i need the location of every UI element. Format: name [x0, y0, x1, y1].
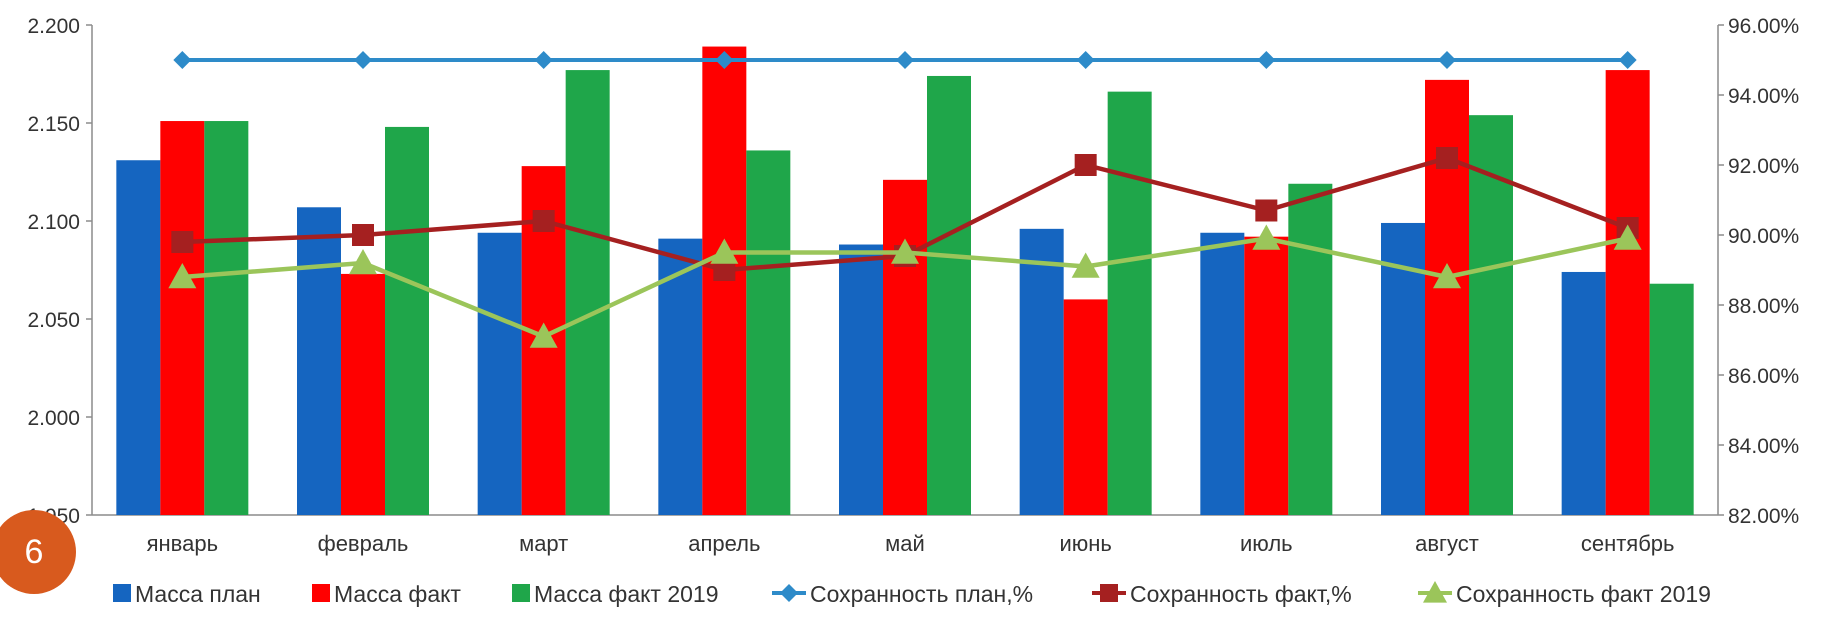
category-label: апрель	[688, 531, 760, 556]
point-safety-fact	[1074, 154, 1097, 176]
point-safety-plan	[1257, 51, 1276, 69]
legend-mass-fact-swatch	[312, 584, 330, 602]
right-tick-label: 86.00%	[1728, 365, 1799, 388]
legend-mass-fact-2019-label: Масса факт 2019	[534, 581, 719, 607]
right-axis-ticks: 82.00% 84.00% 86.00% 88.00% 90.00% 92.00% 94.0…	[1718, 15, 1799, 528]
point-safety-fact-2019	[529, 322, 558, 348]
point-safety-fact	[532, 210, 555, 232]
legend-safety-fact-2019-marker	[1423, 581, 1447, 603]
right-tick-label: 90.00%	[1728, 225, 1799, 248]
bar-mass-fact	[1063, 299, 1108, 515]
bar-mass-plan	[1200, 232, 1245, 515]
bars	[116, 46, 1694, 516]
point-safety-fact-2019	[1433, 263, 1461, 289]
point-safety-fact	[352, 224, 374, 246]
left-tick-label: 2.050	[27, 309, 80, 332]
bar-mass-plan	[297, 207, 341, 515]
legend-safety-fact-label: Сохранность факт,%	[1130, 581, 1352, 607]
legend-mass-plan-label: Масса план	[135, 581, 261, 607]
bar-mass-fact-2019	[1288, 183, 1333, 515]
point-safety-fact	[1436, 147, 1458, 169]
category-labels: январь февраль март апрель май июнь июль август…	[147, 531, 1675, 556]
point-safety-fact-2019	[168, 263, 197, 289]
bar-mass-fact	[160, 121, 205, 515]
page-number-badge: 6	[0, 510, 76, 594]
bar-mass-fact-2019	[1649, 283, 1694, 515]
point-safety-fact-2019	[891, 238, 919, 264]
point-safety-fact-2019	[349, 249, 377, 275]
category-label: сентябрь	[1581, 531, 1675, 556]
bar-mass-fact	[1425, 79, 1469, 515]
left-tick-label: 2.200	[27, 15, 80, 38]
bar-mass-plan	[116, 160, 161, 516]
point-safety-fact-2019	[710, 238, 739, 264]
point-safety-fact	[171, 231, 194, 253]
left-tick-label: 2.100	[27, 211, 80, 234]
legend-mass-fact-2019-swatch	[512, 584, 530, 602]
legend-mass-plan-swatch	[113, 584, 131, 602]
bar-mass-plan	[658, 238, 703, 515]
category-label: июль	[1240, 531, 1293, 556]
category-label: март	[519, 531, 568, 556]
bar-mass-plan	[839, 244, 883, 515]
left-tick-label: 2.000	[27, 407, 80, 430]
category-label: август	[1415, 531, 1479, 556]
bar-mass-fact-2019	[927, 75, 971, 516]
legend-safety-plan-label: Сохранность план,%	[810, 581, 1033, 607]
bar-mass-fact-2019	[204, 121, 249, 515]
point-safety-plan	[1618, 51, 1637, 69]
left-tick-label: 2.150	[27, 113, 80, 136]
bar-mass-fact-2019	[746, 150, 791, 515]
bar-mass-fact-2019	[1107, 91, 1152, 515]
right-tick-label: 82.00%	[1728, 505, 1799, 528]
point-safety-plan	[896, 51, 914, 69]
point-safety-plan	[1438, 51, 1456, 69]
point-safety-fact-2019	[1613, 224, 1642, 250]
right-tick-label: 96.00%	[1728, 15, 1799, 38]
bar-mass-fact	[883, 179, 927, 515]
right-tick-label: 84.00%	[1728, 435, 1799, 458]
category-label: июнь	[1059, 531, 1111, 556]
lines	[168, 51, 1642, 348]
point-safety-plan	[173, 51, 192, 69]
point-safety-fact	[713, 259, 736, 281]
bar-mass-fact-2019	[385, 126, 429, 516]
bar-mass-plan	[1561, 271, 1606, 515]
bar-mass-plan	[477, 232, 522, 515]
point-safety-fact	[1255, 199, 1278, 222]
category-label: январь	[147, 531, 218, 556]
point-safety-plan	[354, 51, 372, 69]
right-tick-label: 94.00%	[1728, 85, 1799, 108]
legend-mass-fact-label: Масса факт	[334, 581, 461, 607]
category-label: февраль	[318, 531, 409, 556]
bar-mass-fact-2019	[565, 70, 610, 515]
bar-mass-fact	[1605, 70, 1650, 515]
right-tick-label: 88.00%	[1728, 295, 1799, 318]
page-number: 6	[24, 532, 44, 571]
point-safety-plan	[534, 51, 553, 69]
right-tick-label: 92.00%	[1728, 155, 1799, 178]
point-safety-fact-2019	[1071, 252, 1100, 278]
bar-mass-plan	[1019, 228, 1064, 515]
point-safety-plan	[1076, 51, 1095, 69]
legend-safety-fact-marker	[1100, 584, 1118, 602]
category-label: май	[885, 531, 925, 556]
legend: Масса план Масса факт Масса факт 2019 Сохра…	[113, 581, 1711, 607]
legend-safety-plan-marker	[780, 584, 798, 602]
point-safety-plan	[715, 51, 734, 69]
bar-mass-fact	[341, 273, 385, 515]
legend-safety-fact-2019-label: Сохранность факт 2019	[1456, 581, 1711, 607]
point-safety-fact-2019	[1252, 224, 1281, 250]
bar-mass-fact	[1244, 236, 1289, 515]
